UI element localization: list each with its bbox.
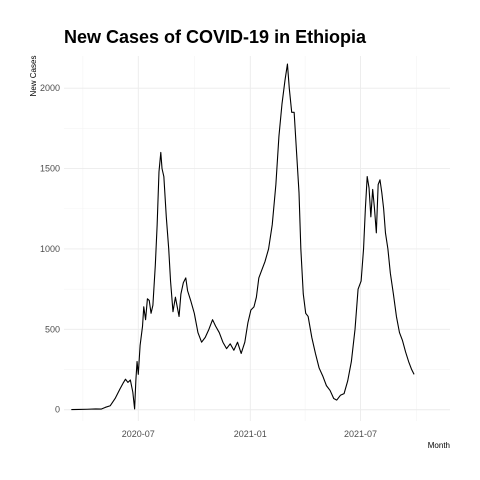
y-tick-label: 1500 xyxy=(40,164,60,174)
y-tick-label: 1000 xyxy=(40,244,60,254)
x-tick-label: 2020-07 xyxy=(122,429,155,439)
grid xyxy=(64,56,450,421)
y-tick-label: 500 xyxy=(45,324,60,334)
x-tick-label: 2021-01 xyxy=(234,429,267,439)
series-line-new-cases xyxy=(71,63,415,411)
axis-ticks: 0 500 1000 1500 2000 2020-07 2021-01 2021-07 xyxy=(40,83,377,439)
chart-title: New Cases of COVID-19 in Ethiopia xyxy=(64,27,367,47)
x-tick-label: 2021-07 xyxy=(344,429,377,439)
y-axis-title: New Cases xyxy=(29,56,38,97)
y-tick-label: 0 xyxy=(55,405,60,415)
y-tick-label: 2000 xyxy=(40,83,60,93)
x-axis-title: Month xyxy=(428,441,450,450)
